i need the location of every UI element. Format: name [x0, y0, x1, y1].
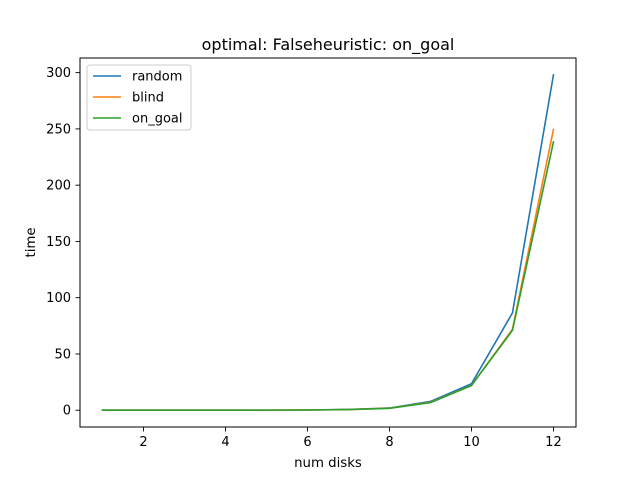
- y-tick-label: 50: [54, 347, 71, 362]
- chart-title: optimal: Falseheuristic: on_goal: [202, 35, 455, 55]
- y-tick-label: 0: [63, 404, 71, 419]
- y-axis-label: time: [24, 227, 39, 257]
- plot-frame: [79, 57, 577, 428]
- y-axis-ticks: 0 50 100 150 200 250 300: [46, 66, 80, 419]
- x-tick-label: 4: [221, 435, 229, 450]
- x-tick-label: 10: [463, 435, 480, 450]
- x-tick-label: 6: [303, 435, 311, 450]
- y-tick-label: 200: [46, 179, 71, 194]
- plot-lines: [101, 73, 555, 412]
- legend-label-on_goal: on_goal: [132, 112, 182, 127]
- legend-label-blind: blind: [132, 91, 164, 106]
- y-tick-label: 300: [46, 66, 71, 81]
- x-axis-label: num disks: [294, 456, 362, 471]
- x-tick-label: 12: [545, 435, 562, 450]
- legend: random blind on_goal: [86, 64, 192, 131]
- series-line-on_goal: [101, 140, 555, 412]
- y-tick-label: 150: [46, 235, 71, 250]
- x-tick-label: 8: [385, 435, 393, 450]
- x-tick-label: 2: [139, 435, 147, 450]
- legend-box: [86, 64, 192, 131]
- legend-label-random: random: [132, 70, 182, 85]
- series-line-blind: [101, 128, 555, 412]
- x-axis-ticks: 2 4 6 8 10 12: [139, 427, 562, 450]
- y-tick-label: 100: [46, 291, 71, 306]
- y-tick-label: 250: [46, 122, 71, 137]
